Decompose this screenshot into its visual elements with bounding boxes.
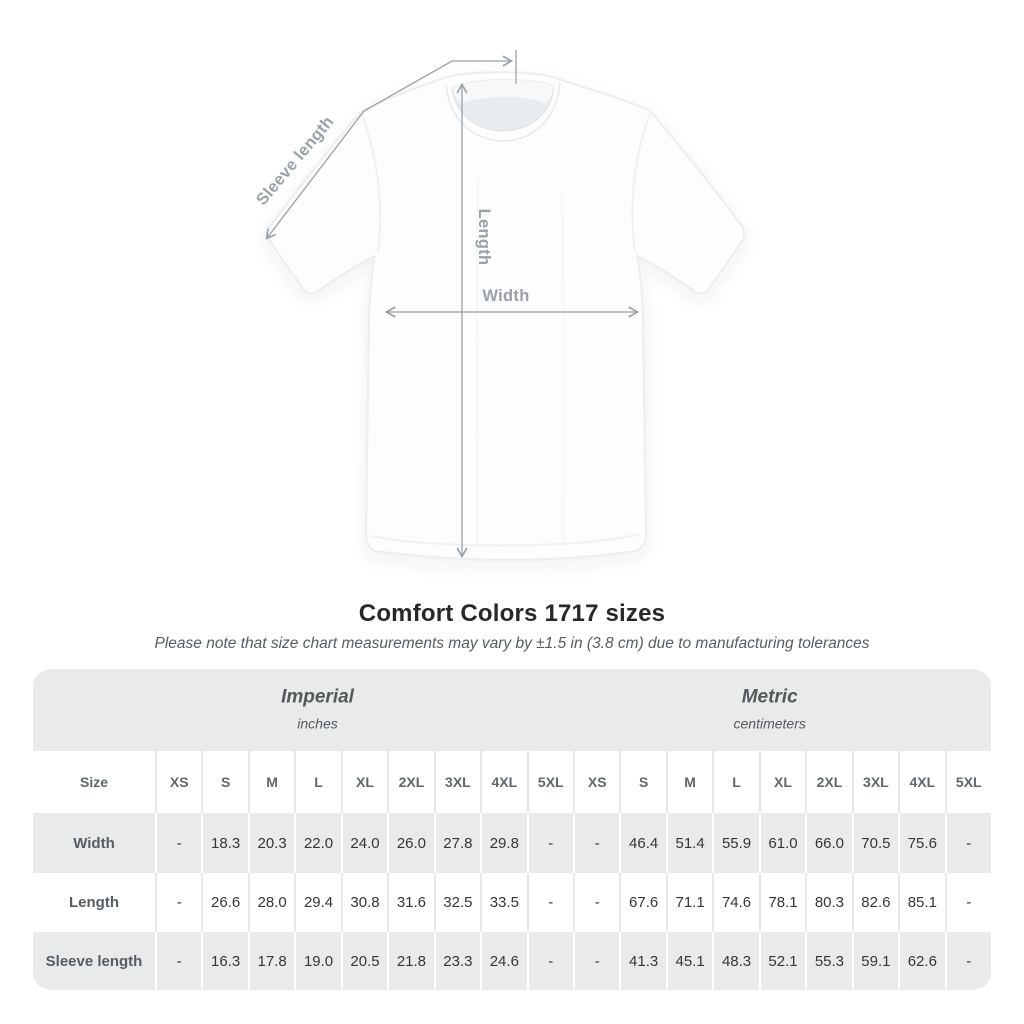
row-label: Sleeve length (33, 932, 155, 990)
measure-cell: 80.3 (805, 873, 852, 932)
measure-cell: 16.3 (201, 932, 248, 990)
size-header-imperial-xs: XS (155, 751, 202, 813)
size-header-imperial-l: L (294, 751, 341, 813)
measure-cell: 31.6 (387, 873, 434, 932)
measure-cell: - (155, 932, 202, 990)
measure-cell: 22.0 (294, 813, 341, 873)
measure-cell: 75.6 (898, 813, 945, 873)
imperial-unit-label: inches (297, 715, 338, 732)
measure-cell: 32.5 (433, 873, 481, 932)
metric-unit-label: centimeters (733, 715, 806, 732)
measure-cell: 29.4 (294, 873, 341, 932)
row-label: Length (33, 873, 155, 932)
measure-cell: 59.1 (851, 932, 899, 990)
measure-cell: - (944, 932, 991, 990)
size-header-imperial-xl: XL (340, 751, 388, 813)
units-header-band: Imperial inches Metric centimeters (33, 669, 991, 751)
measure-cell: - (572, 873, 620, 932)
measure-cell: 19.0 (294, 932, 341, 990)
size-header-metric-xs: XS (572, 751, 620, 813)
measure-cell: 30.8 (340, 873, 388, 932)
measure-cell: 23.3 (433, 932, 481, 990)
imperial-section-header: Imperial inches (281, 687, 354, 732)
tshirt-illustration (266, 71, 746, 561)
measure-cell: 26.0 (387, 813, 434, 873)
measure-cell: 67.6 (619, 873, 666, 932)
tshirt-measurement-diagram: Sleeve length Length Width (253, 50, 746, 561)
measure-cell: - (155, 813, 202, 873)
measurement-annotations (265, 50, 640, 559)
size-header-imperial-s: S (201, 751, 248, 813)
size-header-imperial-2xl: 2XL (387, 751, 434, 813)
size-table: Imperial inches Metric centimeters Size X… (33, 669, 991, 990)
measure-cell: 70.5 (851, 813, 899, 873)
measure-cell: 18.3 (201, 813, 248, 873)
size-column-header: Size (33, 751, 155, 813)
measure-cell: 21.8 (387, 932, 434, 990)
size-header-imperial-3xl: 3XL (433, 751, 481, 813)
measure-cell: 55.3 (805, 932, 852, 990)
measure-cell: 71.1 (665, 873, 713, 932)
measure-cell: 24.6 (480, 932, 527, 990)
measure-cell: - (526, 932, 573, 990)
measure-cell: - (572, 932, 620, 990)
imperial-label: Imperial (281, 686, 354, 708)
measure-cell: 33.5 (480, 873, 527, 932)
measure-cell: - (944, 813, 991, 873)
measure-cell: 20.3 (247, 813, 295, 873)
length-label: Length (475, 209, 493, 266)
width-label: Width (482, 287, 529, 305)
size-header-imperial-4xl: 4XL (480, 751, 527, 813)
measure-cell: 17.8 (247, 932, 295, 990)
measure-cell: 24.0 (340, 813, 388, 873)
size-header-metric-xl: XL (758, 751, 806, 813)
tolerance-note: Please note that size chart measurements… (154, 635, 870, 652)
measure-cell: - (526, 873, 573, 932)
size-header-metric-5xl: 5XL (944, 751, 991, 813)
measure-cell: 29.8 (480, 813, 527, 873)
measure-cell: 51.4 (665, 813, 713, 873)
size-header-metric-2xl: 2XL (805, 751, 852, 813)
measure-cell: 82.6 (851, 873, 899, 932)
sleeve-length-line (265, 55, 514, 240)
measure-cell: 74.6 (712, 873, 759, 932)
measure-cell: 20.5 (340, 932, 388, 990)
measure-cell: - (526, 813, 573, 873)
measure-cell: 28.0 (247, 873, 295, 932)
measure-cell: - (155, 873, 202, 932)
measure-cell: 45.1 (665, 932, 713, 990)
size-header-metric-m: M (665, 751, 713, 813)
metric-label: Metric (741, 686, 798, 708)
measure-cell: 52.1 (758, 932, 806, 990)
metric-section-header: Metric centimeters (734, 687, 806, 732)
measure-cell: 61.0 (758, 813, 806, 873)
measure-cell: 27.8 (433, 813, 481, 873)
page-title: Comfort Colors 1717 sizes (358, 600, 666, 627)
size-header-imperial-m: M (247, 751, 295, 813)
size-header-imperial-5xl: 5XL (526, 751, 573, 813)
row-label: Width (33, 813, 155, 873)
measure-cell: - (944, 873, 991, 932)
measure-cell: 78.1 (758, 873, 806, 932)
measure-cell: 66.0 (805, 813, 852, 873)
measure-cell: - (572, 813, 620, 873)
measure-cell: 41.3 (619, 932, 666, 990)
measure-cell: 48.3 (712, 932, 759, 990)
measure-cell: 26.6 (201, 873, 248, 932)
size-header-metric-3xl: 3XL (851, 751, 899, 813)
size-header-metric-l: L (712, 751, 759, 813)
measure-cell: 62.6 (898, 932, 945, 990)
measure-cell: 85.1 (898, 873, 945, 932)
size-header-metric-4xl: 4XL (898, 751, 945, 813)
measure-cell: 55.9 (712, 813, 759, 873)
measure-cell: 46.4 (619, 813, 666, 873)
size-header-metric-s: S (619, 751, 666, 813)
